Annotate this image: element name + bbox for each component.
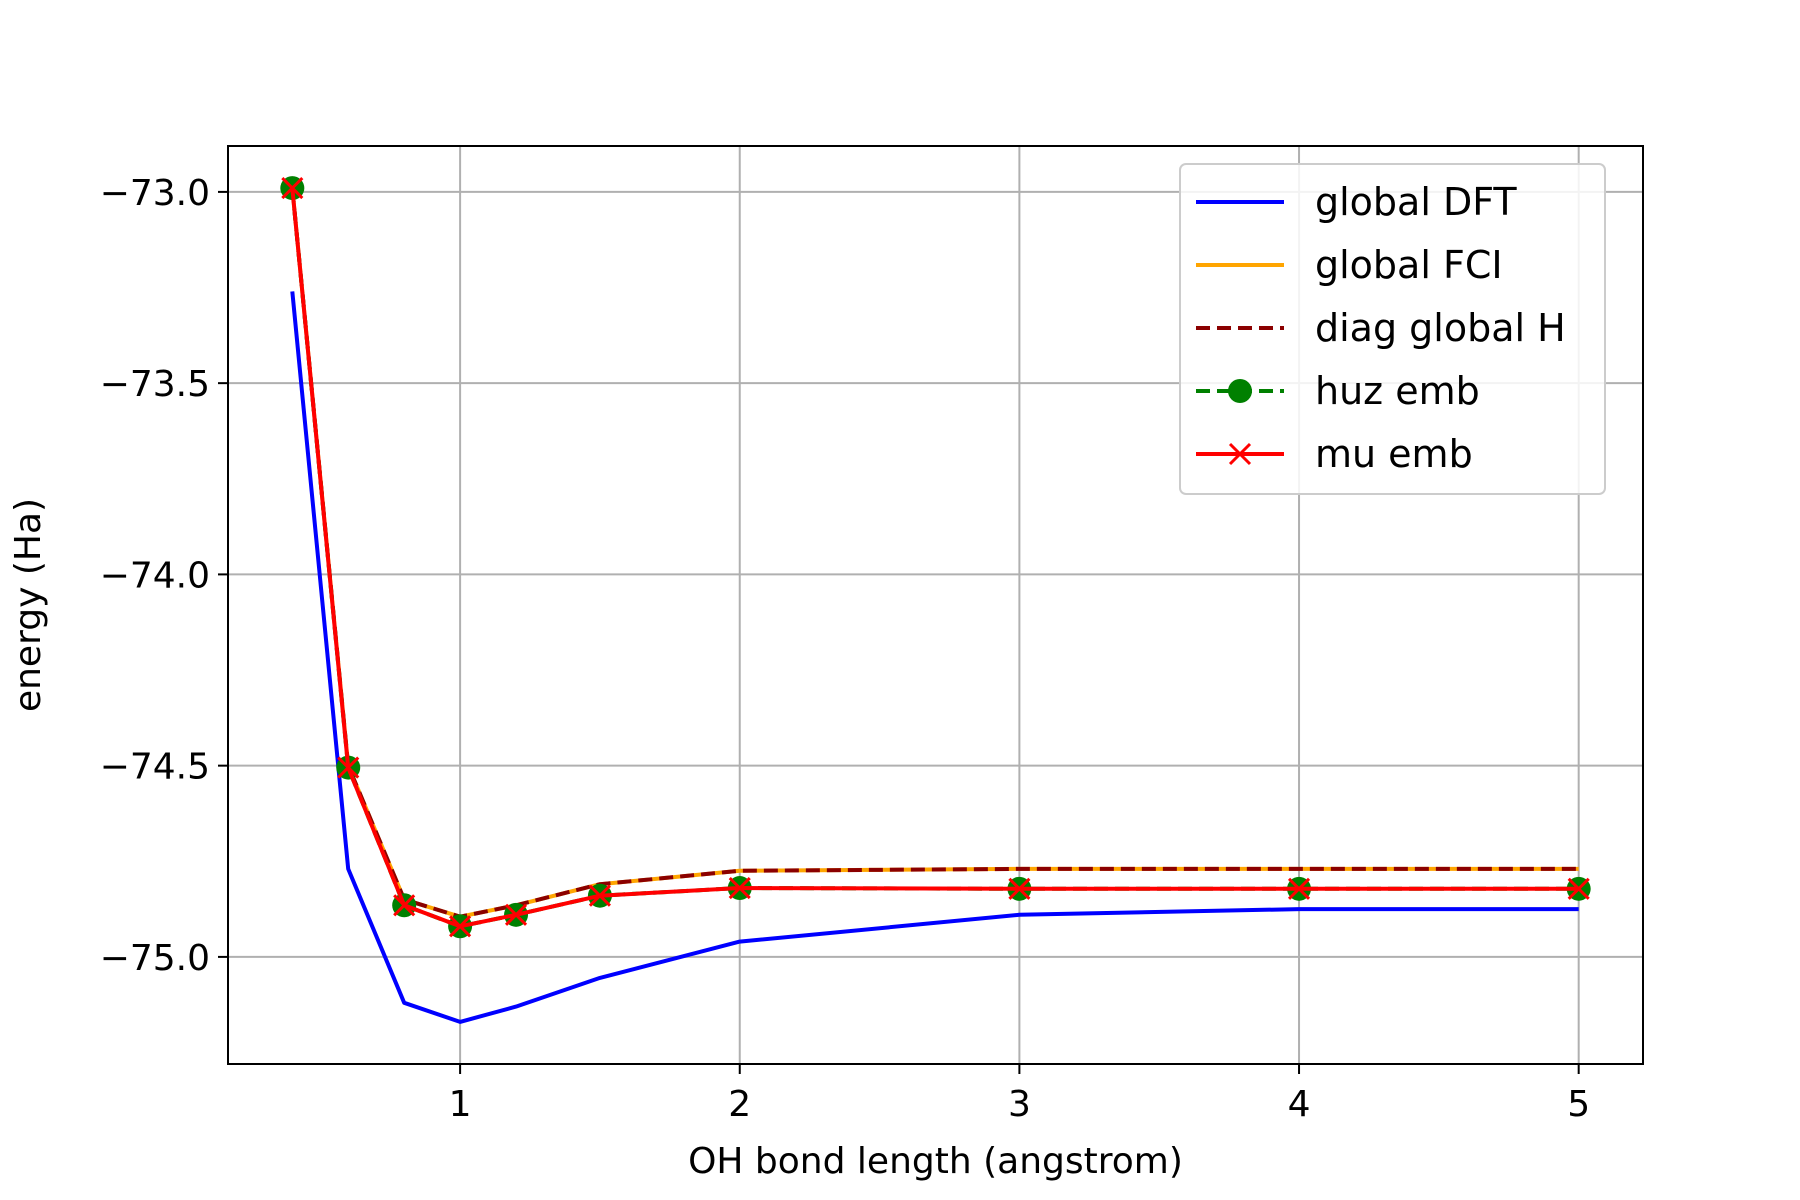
- series-mu-emb: [281, 177, 1590, 938]
- data-point-mu-emb: [281, 177, 304, 200]
- legend-item-diag-global-h: diag global H: [1196, 306, 1566, 350]
- x-tick-label: 1: [449, 1084, 472, 1125]
- x-tick-label: 2: [728, 1084, 751, 1125]
- series-line-mu-emb: [290, 187, 1579, 929]
- legend-marker: [1228, 442, 1252, 466]
- y-tick-label: −73.5: [100, 364, 210, 405]
- data-point-mu-emb: [393, 894, 416, 917]
- y-tick-label: −73.0: [100, 173, 210, 214]
- x-tick-label: 4: [1288, 1084, 1311, 1125]
- legend-label: global FCI: [1315, 243, 1503, 287]
- plot-frame: [227, 145, 1644, 1065]
- series-global-dft: [290, 291, 1579, 1024]
- y-axis-label: energy (Ha): [8, 498, 49, 712]
- y-tick-label: −74.5: [100, 747, 210, 788]
- data-point-mu-emb: [1008, 877, 1031, 900]
- ticks: 1 2 3 4 5 −73.0 −73.5 −74.0 −74.5 −75.0: [100, 173, 1590, 1125]
- data-point-mu-emb: [1567, 877, 1590, 900]
- legend-item-global-fci: global FCI: [1196, 243, 1503, 287]
- data-point-mu-emb: [504, 903, 528, 926]
- legend-label: global DFT: [1315, 180, 1517, 224]
- data-point-mu-emb: [728, 876, 751, 900]
- data-point-mu-emb: [337, 756, 360, 779]
- legend-box: [1179, 163, 1606, 495]
- legend-label: huz emb: [1315, 369, 1480, 413]
- y-tick-label: −75.0: [100, 938, 210, 979]
- data-point-mu-emb: [1287, 877, 1311, 900]
- legend-item-global-dft: global DFT: [1196, 180, 1517, 224]
- y-tick-label: −74.0: [100, 555, 210, 596]
- legend-item-mu-emb: mu emb: [1196, 432, 1473, 476]
- data-point-mu-emb: [449, 915, 472, 938]
- series-layer: [280, 176, 1591, 1024]
- legend-label: diag global H: [1315, 306, 1566, 350]
- legend: global DFT global FCI diag global H huz emb…: [1179, 163, 1606, 495]
- x-axis-label: OH bond length (angstrom): [688, 1141, 1183, 1182]
- legend-item-huz-emb: huz emb: [1196, 369, 1480, 413]
- x-tick-label: 5: [1567, 1084, 1590, 1125]
- data-point-mu-emb: [588, 884, 611, 907]
- legend-label: mu emb: [1315, 432, 1473, 476]
- x-tick-label: 3: [1008, 1084, 1031, 1125]
- series-line-global-dft: [290, 291, 1579, 1024]
- legend-marker: [1228, 379, 1252, 403]
